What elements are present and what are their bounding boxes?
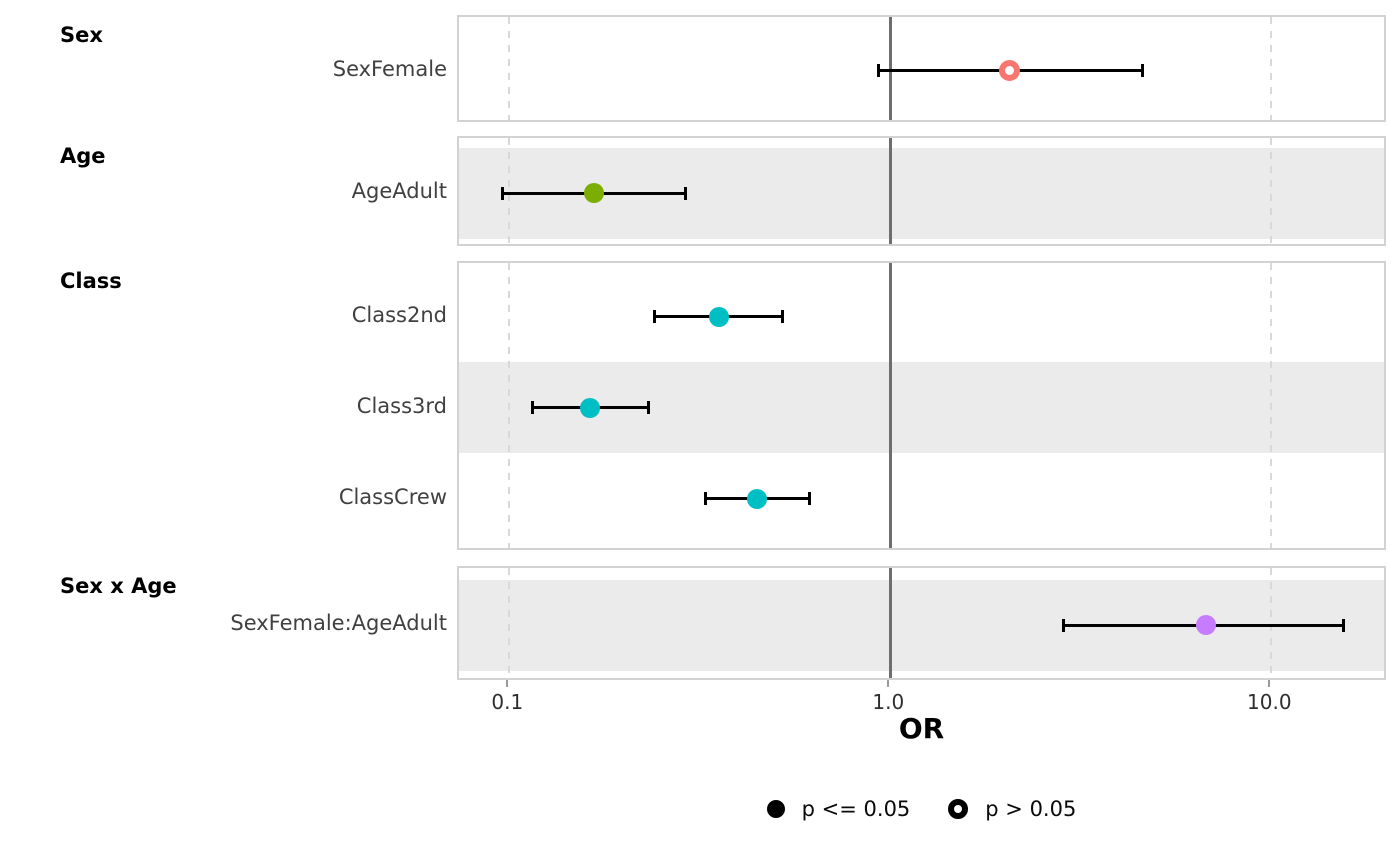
point-sexfemale-ageadult (1196, 615, 1217, 635)
group-label-class: Class (60, 269, 122, 293)
reference-line (888, 263, 892, 548)
x-axis-title: OR (898, 712, 945, 745)
gridline-0.1 (508, 17, 511, 120)
group-label-sex-x-age: Sex x Age (60, 574, 177, 598)
panel-sex (457, 15, 1386, 122)
term-label-classcrew: ClassCrew (338, 484, 447, 509)
filled-dot-icon (766, 800, 785, 818)
ci-cap-low-sexfemale-ageadult (1062, 618, 1066, 632)
legend-item-nonsignificant: p > 0.05 (948, 797, 1076, 821)
group-label-sex: Sex (60, 23, 103, 47)
legend-item-significant: p <= 0.05 (766, 797, 911, 821)
point-class2nd (708, 306, 729, 327)
point-sexfemale (998, 60, 1020, 81)
gridline-10 (1270, 138, 1273, 244)
ci-cap-low-classcrew (703, 492, 707, 505)
gridline-0.1 (508, 263, 511, 548)
panel-age (457, 136, 1386, 246)
term-label-sexfemale-ageadult: SexFemale:AgeAdult (230, 611, 447, 635)
x-tick-0.1 (506, 680, 509, 687)
group-label-age: Age (60, 144, 106, 168)
open-dot-icon (948, 799, 969, 819)
ci-cap-high-sexfemale (1141, 64, 1145, 77)
ci-cap-low-class2nd (652, 310, 656, 323)
reference-line (888, 568, 892, 678)
ci-cap-high-class3rd (647, 401, 651, 414)
ci-cap-high-sexfemale-ageadult (1342, 618, 1346, 632)
x-tick-label-0.1: 0.1 (491, 690, 524, 714)
ci-cap-low-ageadult (501, 186, 505, 200)
point-classcrew (747, 488, 768, 509)
panel-sex-x-age (457, 566, 1386, 680)
point-class3rd (580, 397, 601, 418)
point-ageadult (584, 183, 605, 203)
ci-cap-low-sexfemale (876, 64, 880, 77)
x-tick-label-10.0: 10.0 (1247, 690, 1292, 714)
ci-cap-high-classcrew (808, 492, 812, 505)
reference-line (888, 17, 892, 120)
legend: p <= 0.05 p > 0.05 (457, 797, 1386, 821)
term-label-class2nd: Class2nd (351, 302, 447, 327)
panel-class (457, 261, 1386, 550)
ci-cap-high-class2nd (780, 310, 784, 323)
gridline-10 (1270, 17, 1273, 120)
x-tick-10.0 (1268, 680, 1271, 687)
gridline-10 (1270, 568, 1273, 678)
x-tick-label-1.0: 1.0 (872, 690, 905, 714)
term-label-ageadult: AgeAdult (351, 179, 447, 203)
term-label-class3rd: Class3rd (356, 393, 447, 418)
legend-label-significant: p <= 0.05 (801, 797, 911, 821)
x-tick-1.0 (887, 680, 890, 687)
gridline-0.1 (508, 138, 511, 244)
reference-line (888, 138, 892, 244)
ci-cap-low-class3rd (530, 401, 534, 414)
legend-label-nonsignificant: p > 0.05 (985, 797, 1077, 821)
gridline-10 (1270, 263, 1273, 548)
ci-cap-high-ageadult (683, 186, 687, 200)
gridline-0.1 (508, 568, 511, 678)
term-label-sexfemale: SexFemale (332, 56, 447, 81)
